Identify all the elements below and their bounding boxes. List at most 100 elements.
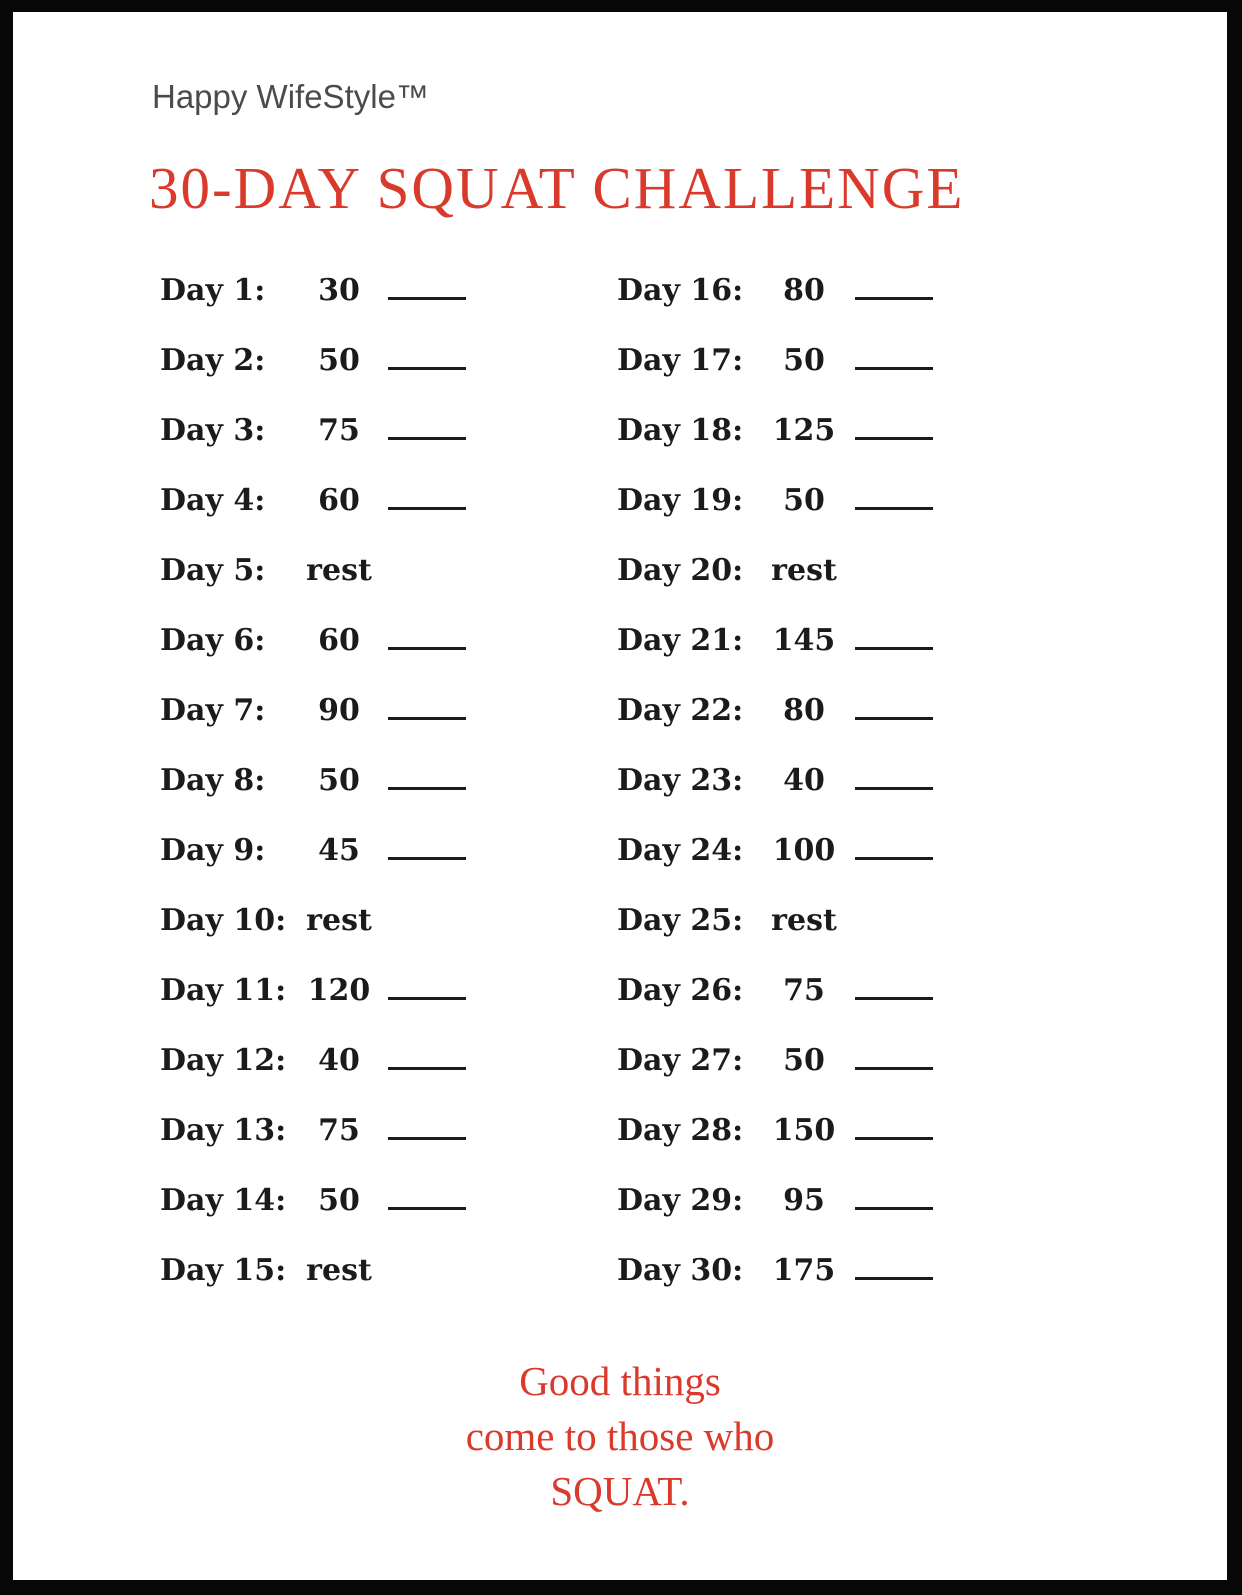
day-label: Day 23: bbox=[617, 763, 744, 798]
day-label: Day 29: bbox=[617, 1183, 744, 1218]
day-row-rest: Day 10: rest bbox=[160, 886, 617, 956]
brand-logo-text: Happy WifeStyle™ bbox=[152, 78, 429, 115]
day-label: Day 16: bbox=[617, 273, 744, 308]
day-label: Day 17: bbox=[617, 343, 744, 378]
challenge-column-right: Day 16: 80 Day 17: 50 Day 18: 125 Day 19: 50… bbox=[617, 256, 1074, 1306]
day-row-rest: Day 25: rest bbox=[617, 886, 1074, 956]
day-label: Day 27: bbox=[617, 1043, 744, 1078]
day-row-rest: Day 20: rest bbox=[617, 536, 1074, 606]
challenge-column-left: Day 1: 30 Day 2: 50 Day 3: 75 Day 4: 60 Day … bbox=[160, 256, 617, 1306]
answer-blank-line bbox=[388, 503, 466, 510]
answer-blank-line bbox=[855, 1273, 933, 1280]
day-row: Day 1: 30 bbox=[160, 256, 617, 326]
day-target: 50 bbox=[783, 343, 825, 378]
footer-quote-line: Good things bbox=[519, 1358, 721, 1404]
day-target: 60 bbox=[318, 623, 360, 658]
answer-blank-line bbox=[855, 993, 933, 1000]
day-target: 50 bbox=[318, 1183, 360, 1218]
day-label: Day 2: bbox=[160, 343, 266, 378]
day-target: 75 bbox=[783, 973, 825, 1008]
day-row: Day 6: 60 bbox=[160, 606, 617, 676]
day-target: 80 bbox=[783, 273, 825, 308]
answer-blank-line bbox=[388, 993, 466, 1000]
page-title: 30-DAY SQUAT CHALLENGE bbox=[149, 155, 965, 221]
day-label: Day 8: bbox=[160, 763, 266, 798]
day-target: 145 bbox=[772, 623, 836, 658]
day-row: Day 23: 40 bbox=[617, 746, 1074, 816]
answer-blank-line bbox=[855, 643, 933, 650]
answer-blank-line bbox=[388, 363, 466, 370]
day-row: Day 14: 50 bbox=[160, 1166, 617, 1236]
challenge-grid: Day 1: 30 Day 2: 50 Day 3: 75 Day 4: 60 Day … bbox=[160, 256, 1074, 1306]
answer-blank-line bbox=[855, 503, 933, 510]
day-label: Day 12: bbox=[160, 1043, 287, 1078]
day-row: Day 4: 60 bbox=[160, 466, 617, 536]
answer-blank-line bbox=[855, 1133, 933, 1140]
day-row-rest: Day 5: rest bbox=[160, 536, 617, 606]
day-rest-text: rest bbox=[306, 903, 372, 938]
day-target: 30 bbox=[318, 273, 360, 308]
day-target: 80 bbox=[783, 693, 825, 728]
day-row: Day 22: 80 bbox=[617, 676, 1074, 746]
day-target: 40 bbox=[783, 763, 825, 798]
day-target: 90 bbox=[318, 693, 360, 728]
day-label: Day 9: bbox=[160, 833, 266, 868]
day-row: Day 19: 50 bbox=[617, 466, 1074, 536]
day-row: Day 13: 75 bbox=[160, 1096, 617, 1166]
day-label: Day 22: bbox=[617, 693, 744, 728]
day-target: 60 bbox=[318, 483, 360, 518]
day-target: 50 bbox=[318, 763, 360, 798]
day-rest-text: rest bbox=[771, 903, 837, 938]
day-row: Day 7: 90 bbox=[160, 676, 617, 746]
answer-blank-line bbox=[388, 713, 466, 720]
answer-blank-line bbox=[855, 433, 933, 440]
day-label: Day 26: bbox=[617, 973, 744, 1008]
day-label: Day 6: bbox=[160, 623, 266, 658]
answer-blank-line bbox=[388, 643, 466, 650]
day-label: Day 25: bbox=[617, 903, 744, 938]
day-row: Day 8: 50 bbox=[160, 746, 617, 816]
day-label: Day 4: bbox=[160, 483, 266, 518]
day-row: Day 21: 145 bbox=[617, 606, 1074, 676]
day-label: Day 30: bbox=[617, 1253, 744, 1288]
day-label: Day 28: bbox=[617, 1113, 744, 1148]
printable-page: Happy WifeStyle™ 30-DAY SQUAT CHALLENGE … bbox=[13, 12, 1227, 1580]
footer-quote-line: SQUAT. bbox=[550, 1468, 690, 1514]
day-target: 75 bbox=[318, 1113, 360, 1148]
day-row: Day 11: 120 bbox=[160, 956, 617, 1026]
day-label: Day 1: bbox=[160, 273, 266, 308]
day-target: 50 bbox=[783, 1043, 825, 1078]
day-target: 175 bbox=[772, 1253, 836, 1288]
day-target: 120 bbox=[307, 973, 371, 1008]
day-rest-text: rest bbox=[771, 553, 837, 588]
day-label: Day 14: bbox=[160, 1183, 287, 1218]
answer-blank-line bbox=[388, 853, 466, 860]
answer-blank-line bbox=[388, 1133, 466, 1140]
answer-blank-line bbox=[388, 433, 466, 440]
day-target: 100 bbox=[772, 833, 836, 868]
day-row: Day 17: 50 bbox=[617, 326, 1074, 396]
day-target: 40 bbox=[318, 1043, 360, 1078]
day-target: 150 bbox=[772, 1113, 836, 1148]
day-target: 95 bbox=[783, 1183, 825, 1218]
answer-blank-line bbox=[855, 363, 933, 370]
day-label: Day 10: bbox=[160, 903, 287, 938]
answer-blank-line bbox=[855, 293, 933, 300]
answer-blank-line bbox=[855, 853, 933, 860]
day-label: Day 3: bbox=[160, 413, 266, 448]
answer-blank-line bbox=[388, 293, 466, 300]
day-label: Day 18: bbox=[617, 413, 744, 448]
answer-blank-line bbox=[388, 1063, 466, 1070]
day-rest-text: rest bbox=[306, 1253, 372, 1288]
day-label: Day 20: bbox=[617, 553, 744, 588]
answer-blank-line bbox=[855, 1203, 933, 1210]
answer-blank-line bbox=[855, 1063, 933, 1070]
day-row: Day 29: 95 bbox=[617, 1166, 1074, 1236]
day-label: Day 13: bbox=[160, 1113, 287, 1148]
day-target: 50 bbox=[318, 343, 360, 378]
day-row: Day 30: 175 bbox=[617, 1236, 1074, 1306]
day-target: 45 bbox=[318, 833, 360, 868]
day-row: Day 3: 75 bbox=[160, 396, 617, 466]
day-row-rest: Day 15: rest bbox=[160, 1236, 617, 1306]
day-row: Day 18: 125 bbox=[617, 396, 1074, 466]
